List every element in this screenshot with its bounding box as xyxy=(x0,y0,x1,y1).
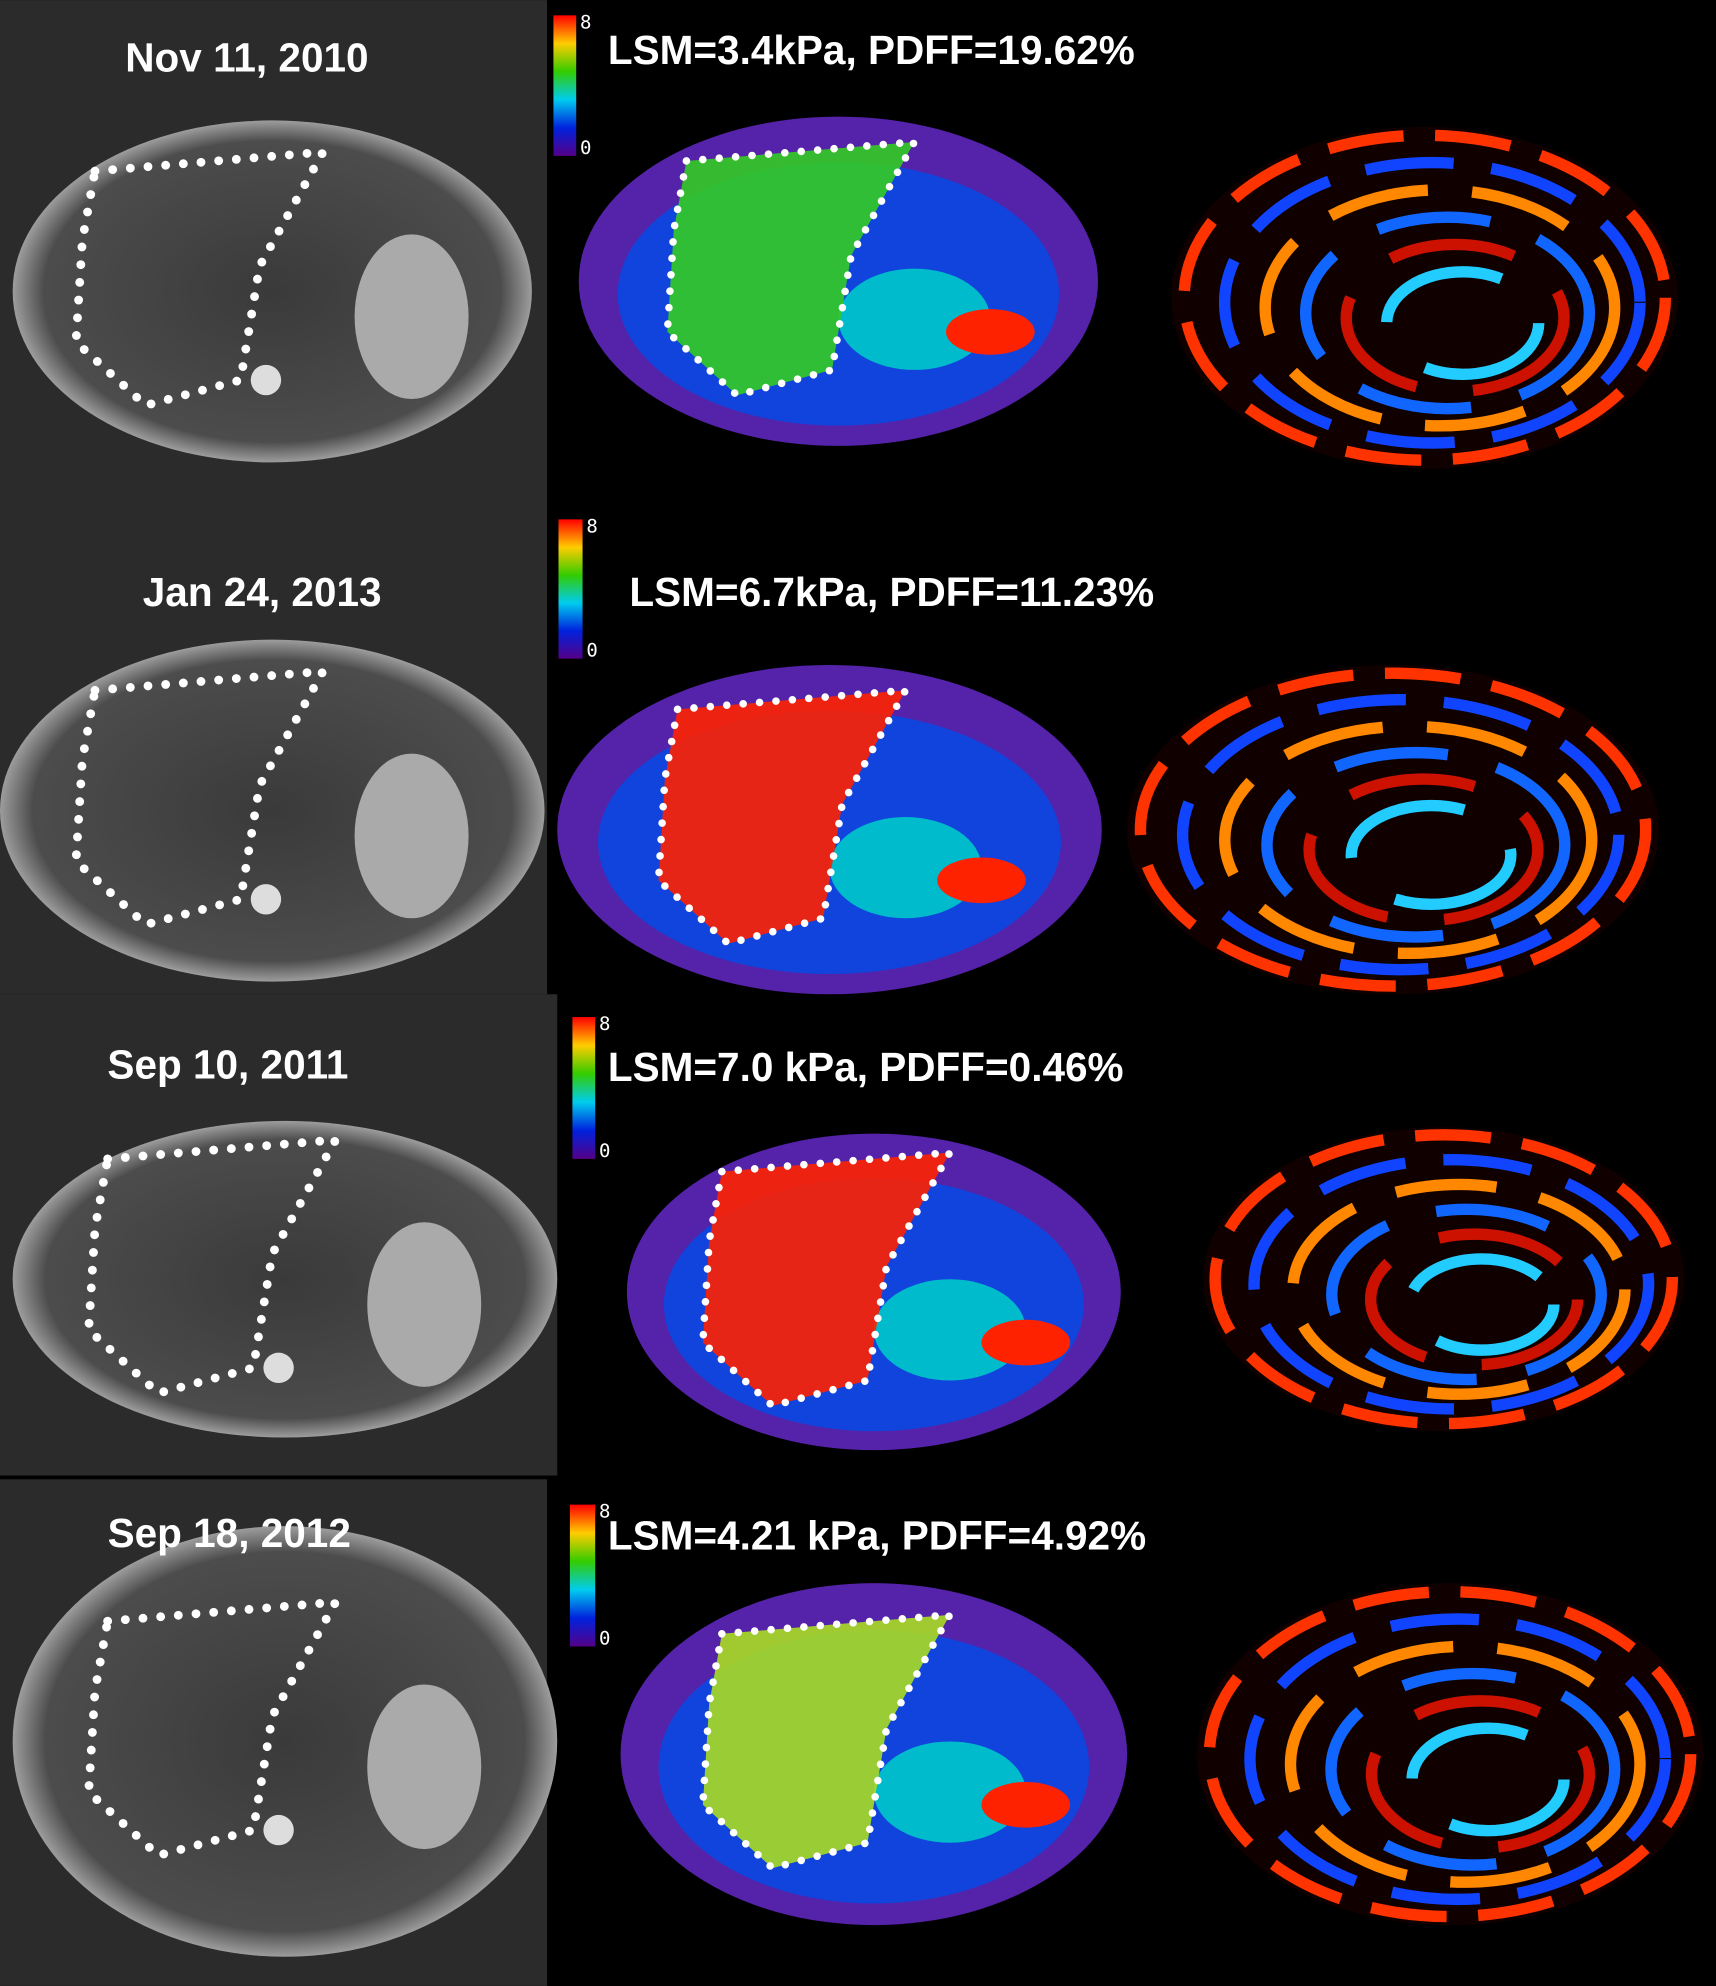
liver-outline xyxy=(84,1597,344,1861)
liver-outline xyxy=(71,666,331,930)
liver-outline xyxy=(698,1610,957,1873)
colorbar-max: 8 xyxy=(599,1501,610,1523)
stiffness-map-region xyxy=(838,268,991,370)
wave-band xyxy=(1381,266,1545,381)
wave-band xyxy=(1218,156,1646,449)
wave-band xyxy=(1259,184,1621,432)
stiffness-map-region xyxy=(873,1741,1026,1843)
mri-spleen xyxy=(354,753,469,919)
wave-band xyxy=(1248,1153,1655,1415)
wave-band xyxy=(1203,1586,1697,1923)
stiffness-liver xyxy=(702,1614,950,1869)
wave-band xyxy=(1284,1640,1646,1888)
wave-band xyxy=(1406,1722,1570,1837)
liver-outline xyxy=(698,1148,957,1411)
measurement: LSM=4.21 kPa, PDFF=4.92% xyxy=(608,1513,1146,1559)
mri-spleen xyxy=(354,234,469,400)
wave-band xyxy=(1340,238,1570,398)
stiffness-spleen xyxy=(981,1319,1071,1366)
mri-spine xyxy=(250,364,282,396)
scan-date: Sep 18, 2012 xyxy=(108,1510,351,1556)
wave-band xyxy=(1326,1203,1607,1386)
wave-band xyxy=(1299,211,1596,415)
stiffness-spleen xyxy=(937,857,1026,904)
stiffness-map-region xyxy=(873,1279,1026,1381)
measurement: LSM=7.0 kPa, PDFF=0.46% xyxy=(608,1044,1124,1090)
colorbar-min: 0 xyxy=(599,1140,610,1162)
scan-date: Jan 24, 2013 xyxy=(143,569,382,615)
colorbar-min: 0 xyxy=(599,1627,610,1649)
wave-band xyxy=(1178,129,1672,466)
wave-band xyxy=(1403,1253,1560,1356)
stiffness-spleen xyxy=(981,1781,1071,1828)
mri-spine xyxy=(263,1352,294,1384)
wave-band xyxy=(1364,1228,1584,1371)
wave-band xyxy=(1303,773,1544,927)
mri-spine xyxy=(263,1814,294,1846)
stiffness-liver xyxy=(667,141,915,396)
stiffness-liver xyxy=(658,690,906,944)
wave-band xyxy=(1209,1129,1679,1430)
scan-date: Sep 10, 2011 xyxy=(107,1041,348,1087)
colorbar-max: 8 xyxy=(580,11,591,33)
liver-outline xyxy=(654,685,913,948)
wave-band xyxy=(1287,1178,1631,1400)
mri-spleen xyxy=(367,1222,482,1387)
colorbar xyxy=(553,15,577,156)
wave-band xyxy=(1365,1695,1596,1854)
mri-spine xyxy=(250,884,282,915)
wave-band xyxy=(1325,1667,1621,1871)
measurement: LSM=6.7kPa, PDFF=11.23% xyxy=(629,569,1154,615)
colorbar-min: 0 xyxy=(580,137,591,159)
colorbar xyxy=(569,1504,596,1647)
wave-image xyxy=(1203,1127,1685,1432)
stiffness-map-region xyxy=(829,816,982,919)
wave-image xyxy=(1196,1583,1704,1926)
wave-band xyxy=(1345,799,1517,911)
stiffness-liver xyxy=(702,1152,950,1406)
liver-outline xyxy=(663,137,922,400)
colorbar-min: 0 xyxy=(586,640,597,662)
wave-band xyxy=(1219,720,1598,960)
colorbar xyxy=(572,1017,596,1159)
colorbar-max: 8 xyxy=(599,1013,610,1035)
scan-date: Nov 11, 2010 xyxy=(125,35,368,81)
measurement: LSM=3.4kPa, PDFF=19.62% xyxy=(608,27,1135,73)
wave-band xyxy=(1244,1613,1672,1906)
wave-image xyxy=(1127,664,1660,995)
liver-outline xyxy=(84,1134,344,1399)
colorbar xyxy=(558,519,583,659)
liver-outline xyxy=(71,146,331,411)
wave-band xyxy=(1261,746,1571,943)
wave-image xyxy=(1171,126,1679,469)
colorbar-max: 8 xyxy=(586,515,597,537)
stiffness-spleen xyxy=(946,309,1035,355)
wave-band xyxy=(1176,693,1625,976)
wave-band xyxy=(1134,667,1652,992)
mri-spleen xyxy=(367,1684,482,1850)
